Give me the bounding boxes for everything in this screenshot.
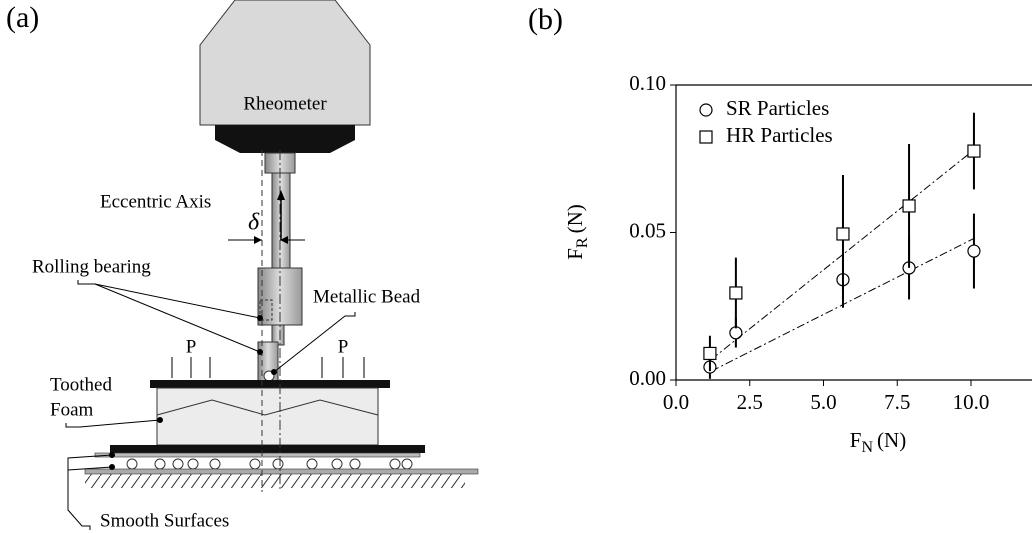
arrow-head: [277, 190, 285, 200]
x-tick-label: 2.5: [737, 390, 763, 414]
leader-dot: [109, 452, 115, 458]
point: [729, 286, 743, 300]
panel-label: (b): [528, 3, 563, 36]
leader-dot: [109, 464, 115, 470]
axis-label: Eccentric Axis: [100, 191, 211, 212]
y-tick-label: 0.10: [629, 71, 666, 95]
x-tick-label: 5.0: [810, 390, 836, 414]
x-tick-label: 10.0: [953, 390, 990, 414]
leader: [65, 419, 161, 428]
load-label: P: [186, 336, 197, 357]
leader: [77, 280, 261, 319]
chart: (b) FN (N) FR(N) 0.0 2.5 5.0 7.5 10.0 0.00 0.05…: [528, 3, 1032, 456]
leader: [273, 312, 356, 373]
leader: [94, 283, 261, 353]
load-label: P: [338, 336, 349, 357]
leader-dot: [257, 349, 263, 355]
point: [967, 144, 981, 158]
leader: [67, 466, 113, 471]
delta-label: δ: [248, 210, 260, 236]
ground: [85, 474, 465, 488]
bearing-label: Rolling bearing: [32, 256, 151, 277]
rheometer-base: [215, 125, 355, 153]
smooth-plate: [94, 452, 421, 458]
y-tick-label: 0.00: [629, 366, 666, 390]
legend-label: HR Particles: [726, 123, 833, 147]
diagram: (a) Rheometer Eccentric Axis δ Rolling b…: [6, 0, 479, 531]
x-tick-label: 0.0: [663, 390, 689, 414]
bead-label: Metallic Bead: [313, 286, 421, 307]
x-tick-label: 7.5: [884, 390, 910, 414]
y-tick-label: 0.05: [629, 218, 666, 242]
point: [703, 346, 717, 361]
foam-label: Toothed: [50, 374, 112, 395]
leader-dot: [271, 369, 277, 375]
panel-label: (a): [6, 1, 39, 34]
leader: [67, 454, 113, 530]
arrow-head: [254, 236, 262, 244]
y-axis-label: FR(N): [563, 204, 591, 260]
surface-label: Smooth Surfaces: [100, 510, 229, 531]
rheometer-head: [199, 0, 371, 126]
leader-dot: [257, 315, 263, 321]
point: [902, 199, 916, 213]
rollers: [126, 458, 413, 470]
rheometer-label: Rheometer: [243, 93, 327, 114]
foam-label: Foam: [50, 399, 94, 420]
foam-teeth: [156, 399, 379, 416]
bearing-upper: [259, 299, 273, 321]
arrow-head: [280, 236, 288, 244]
point: [836, 227, 850, 241]
lower-plate: [110, 445, 425, 453]
x-axis-label: FN (N): [850, 428, 906, 456]
base-plate: [84, 468, 479, 475]
leader-dot: [157, 417, 163, 423]
load-arrows: [171, 357, 365, 378]
legend-marker: [699, 130, 713, 144]
foam: [156, 387, 379, 446]
legend-marker: [699, 103, 713, 117]
legend-label: SR Particles: [726, 96, 829, 120]
top-plate: [150, 380, 390, 388]
point: [967, 244, 981, 258]
